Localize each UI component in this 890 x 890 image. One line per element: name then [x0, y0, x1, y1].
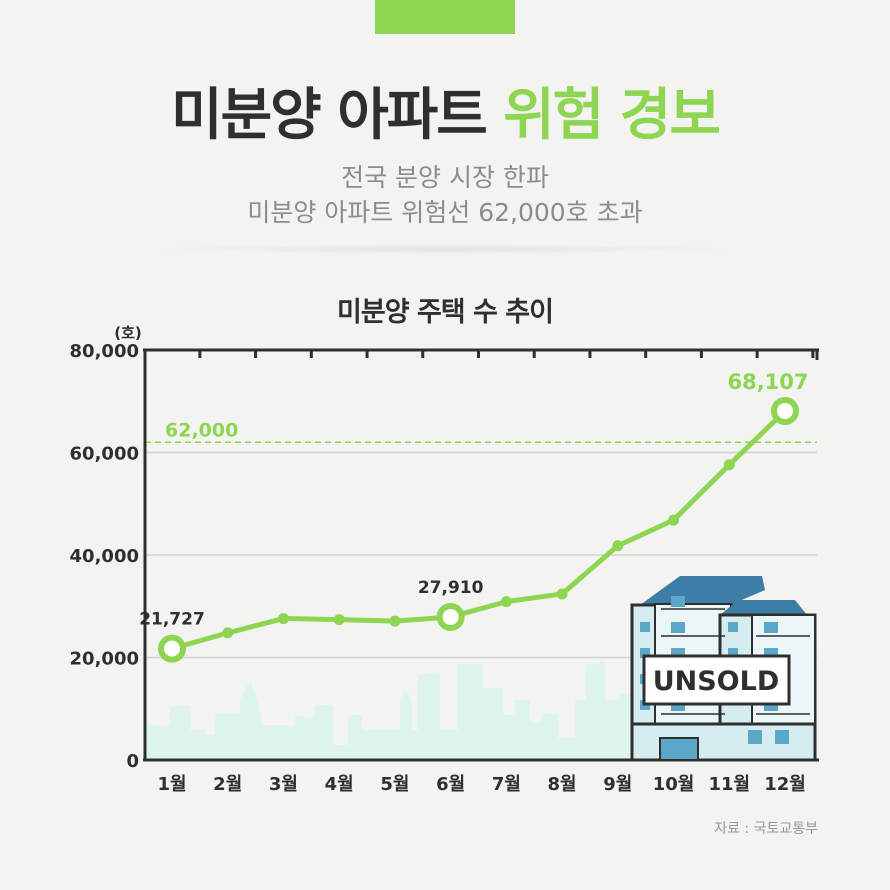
x-tick-label: 4월 [325, 774, 354, 795]
series-points [158, 396, 799, 663]
chart-title: 미분양 주택 수 추이 [337, 297, 554, 328]
series-path [171, 409, 787, 652]
y-tick-label: 20,000 [70, 649, 139, 670]
divider-shadow [150, 244, 740, 254]
skyline-shape [145, 662, 640, 760]
data-label: 21,727 [139, 610, 205, 630]
x-tick-label: 12월 [764, 774, 806, 795]
data-label: 68,107 [727, 370, 808, 394]
data-point [277, 613, 289, 625]
x-tick-label: 11월 [708, 774, 750, 795]
threshold-line: 62,000 [145, 419, 817, 443]
y-tick-label: 60,000 [70, 444, 139, 465]
subtitle-line-1: 전국 분양 시장 한파 [341, 163, 549, 192]
title-main: 미분양 아파트 [171, 83, 504, 148]
x-tick-label: 6월 [436, 774, 465, 795]
subtitle-line-2: 미분양 아파트 위험선 62,000호 초과 [247, 198, 643, 227]
x-tick-label: 2월 [213, 774, 242, 795]
unsold-sign [642, 654, 791, 706]
data-point [500, 596, 512, 608]
x-tick-label: 3월 [269, 774, 298, 795]
data-labels: 21,727 27,910 68,107 [139, 370, 808, 630]
data-label: 27,910 [418, 578, 484, 598]
x-tick-label: 8월 [548, 774, 577, 795]
data-point [612, 540, 624, 552]
data-point [389, 615, 401, 627]
highlight-point [436, 602, 465, 631]
unsold-sign-text: UNSOLD [653, 666, 780, 697]
data-point [333, 614, 345, 626]
x-tick-label: 5월 [380, 774, 409, 795]
y-tick-label: 0 [126, 751, 139, 772]
highlight-point [158, 634, 186, 663]
data-point [668, 514, 680, 526]
threshold-label: 62,000 [165, 419, 238, 441]
subtitle: 전국 분양 시장 한파 미분양 아파트 위험선 62,000호 초과 [0, 160, 890, 230]
y-tick-label: 80,000 [70, 341, 139, 362]
top-accent-tab [375, 0, 515, 34]
y-tick-label: 40,000 [70, 546, 139, 567]
x-tick-label: 10월 [653, 774, 695, 795]
highlight-point [771, 396, 799, 425]
title-accent: 위험 경보 [503, 83, 721, 148]
data-point [723, 459, 735, 471]
data-point [556, 588, 568, 600]
x-tick-label: 9월 [603, 774, 632, 795]
series-line [171, 409, 787, 652]
y-axis-label: (호) [114, 324, 142, 342]
x-tick-label: 7월 [492, 774, 521, 795]
data-point [222, 627, 234, 639]
source-note: 자료 : 국토교통부 [714, 821, 818, 837]
apartment-building-icon: UNSOLD [630, 576, 817, 762]
x-tick-label: 1월 [157, 774, 186, 795]
page-title: 미분양 아파트 위험 경보 [0, 70, 890, 151]
